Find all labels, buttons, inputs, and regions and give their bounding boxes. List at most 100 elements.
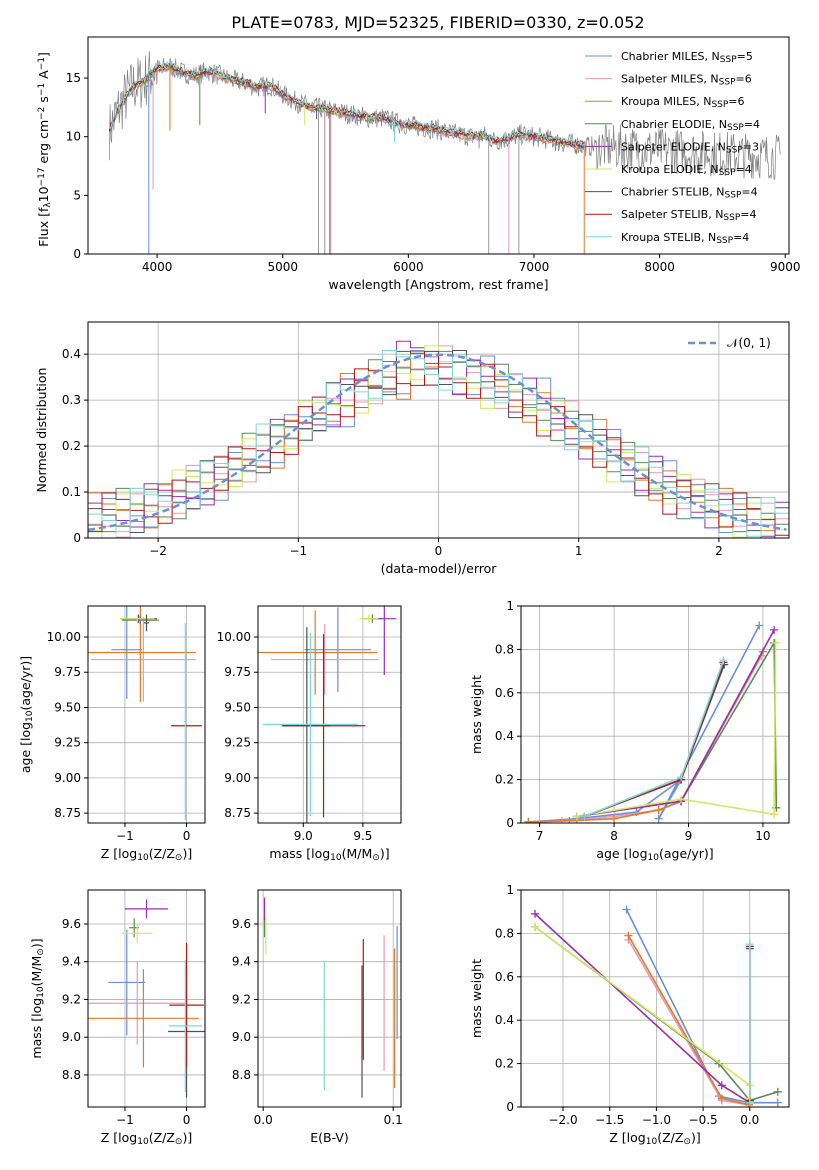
weight-series-line xyxy=(584,662,725,818)
x-tick-label: −1 xyxy=(116,1113,134,1127)
y-tick-label: 0 xyxy=(506,1100,514,1114)
x-tick-label: −1 xyxy=(289,544,307,558)
legend-label: Kroupa ELODIE, NSSP=4 xyxy=(621,163,752,178)
label-part: =5 xyxy=(737,50,753,63)
label-part: 10 xyxy=(25,710,35,722)
label-part: mass [log xyxy=(29,998,44,1059)
weight-marker xyxy=(572,812,581,821)
y-tick-label: 1 xyxy=(506,883,514,897)
label-part: =6 xyxy=(736,73,752,86)
x-tick-label: 9 xyxy=(685,829,693,843)
label-part: Chabrier STELIB, N xyxy=(621,186,725,199)
y-tick-label: 9.75 xyxy=(54,665,81,679)
label-part: 10 xyxy=(137,1137,149,1147)
x-tick-label: 0.0 xyxy=(254,1113,273,1127)
weight-series-line xyxy=(576,642,777,818)
label-part: (M/M xyxy=(29,956,44,987)
x-axis-label: E(B-V) xyxy=(310,1130,349,1145)
weight-series-line xyxy=(528,651,764,823)
label-part: SSP xyxy=(719,78,736,88)
weight-series-line xyxy=(584,664,725,818)
massweight_vs_Z-panel: −2.0 −1.5 −1.0 −0.5 0.0 0 0.2 0.4 0.6 0.8 1 Z [log1… xyxy=(469,883,790,1147)
label-part: SSP xyxy=(719,168,736,178)
label-part: =4 xyxy=(744,118,760,131)
normal-curve xyxy=(88,353,787,532)
y-tick-label: 0.2 xyxy=(62,439,81,453)
weight-marker xyxy=(531,909,540,918)
x-axis-label: Z [log10(Z/Z⊙)] xyxy=(101,1130,192,1147)
weight-marker xyxy=(745,1098,754,1107)
y-tick-label: 10.00 xyxy=(47,630,81,644)
weight-marker xyxy=(654,805,663,814)
label-part: )] xyxy=(29,938,44,948)
y-tick-label: 0.6 xyxy=(495,970,514,984)
label-part: Z [log xyxy=(101,1130,137,1145)
x-axis-label: Z [log10(Z/Z⊙)] xyxy=(101,846,192,863)
label-part: =6 xyxy=(728,95,744,108)
label-part: Salpeter ELODIE, N xyxy=(621,140,726,153)
weight-series-line xyxy=(528,625,760,823)
mass_vs_ebv-panel: 0.0 0.1 8.8 9.0 9.2 9.4 9.6 E(B-V) xyxy=(232,889,403,1145)
x-tick-label: −1 xyxy=(116,829,134,843)
weight-marker xyxy=(524,817,533,823)
weight-series-line xyxy=(625,909,778,1104)
x-tick-label: 7000 xyxy=(519,260,550,274)
y-tick-label: 0.4 xyxy=(62,347,81,361)
label-part: 10 xyxy=(137,853,149,863)
weight-marker xyxy=(773,1087,782,1096)
histogram-series xyxy=(88,350,789,536)
age_vs_mass-panel: 9.0 9.5 8.75 9.00 9.25 9.50 9.75 10.00 mass [log… xyxy=(217,605,402,863)
y-tick-label: 9.4 xyxy=(62,955,81,969)
label-part: Flux [f xyxy=(36,207,51,247)
weight-marker xyxy=(624,931,633,940)
label-part: age [log xyxy=(596,846,647,861)
x-tick-label: −1.5 xyxy=(595,1113,624,1127)
x-tick-label: 0 xyxy=(435,544,443,558)
label-part: age [log xyxy=(18,722,33,773)
spectrum-panel: 4000 5000 6000 7000 8000 9000 0 5 10 15 wavelength… xyxy=(36,36,801,292)
weight-series-line xyxy=(576,640,778,818)
x-tick-label: 0.0 xyxy=(740,1113,759,1127)
label-part: )] xyxy=(380,846,390,861)
y-tick-label: 8.75 xyxy=(54,806,81,820)
label-part: 10 xyxy=(646,1137,658,1147)
y-tick-label: 0.4 xyxy=(495,1013,514,1027)
x-tick-label: 0.1 xyxy=(384,1113,403,1127)
label-part: −17 xyxy=(37,167,47,186)
y-tick-label: 10.00 xyxy=(217,630,251,644)
y-tick-label: 0.4 xyxy=(495,729,514,743)
y-tick-label: 9.25 xyxy=(54,736,81,750)
mass_vs_Z-plot-area xyxy=(88,899,205,1098)
legend-label: Kroupa STELIB, NSSP=4 xyxy=(621,231,749,246)
weight-marker xyxy=(773,1098,782,1107)
y-tick-label: 9.00 xyxy=(224,771,251,785)
label-part: =4 xyxy=(733,231,749,244)
y-tick-label: 8.8 xyxy=(232,1068,251,1082)
label-part: ] xyxy=(36,52,51,57)
y-tick-label: 9.6 xyxy=(62,917,81,931)
label-part: ⊙ xyxy=(175,1137,183,1147)
label-part: )] xyxy=(182,846,192,861)
y-tick-label: 9.4 xyxy=(232,955,251,969)
y-axis-label: mass [log10(M/M⊙)] xyxy=(29,938,46,1058)
y-tick-label: 0.1 xyxy=(62,485,81,499)
y-tick-label: 8.8 xyxy=(62,1068,81,1082)
label-part: mass [log xyxy=(269,846,330,861)
weight-marker xyxy=(677,795,686,804)
y-tick-label: 1 xyxy=(506,599,514,613)
y-axis-label: age [log10(age/yr)] xyxy=(18,656,35,773)
histogram-series xyxy=(88,350,789,537)
x-tick-label: 6000 xyxy=(393,260,424,274)
axes-frame xyxy=(87,605,206,824)
x-tick-label: 9000 xyxy=(770,260,801,274)
label-part: Salpeter STELIB, N xyxy=(621,208,723,221)
label-part: =4 xyxy=(740,208,756,221)
y-tick-label: 0.2 xyxy=(495,1057,514,1071)
y-tick-label: 0.8 xyxy=(495,926,514,940)
x-tick-label: 9.0 xyxy=(294,829,313,843)
label-part: Chabrier MILES, N xyxy=(621,50,720,63)
label-part: −1 xyxy=(37,57,47,70)
label-part: −2 xyxy=(37,107,47,120)
